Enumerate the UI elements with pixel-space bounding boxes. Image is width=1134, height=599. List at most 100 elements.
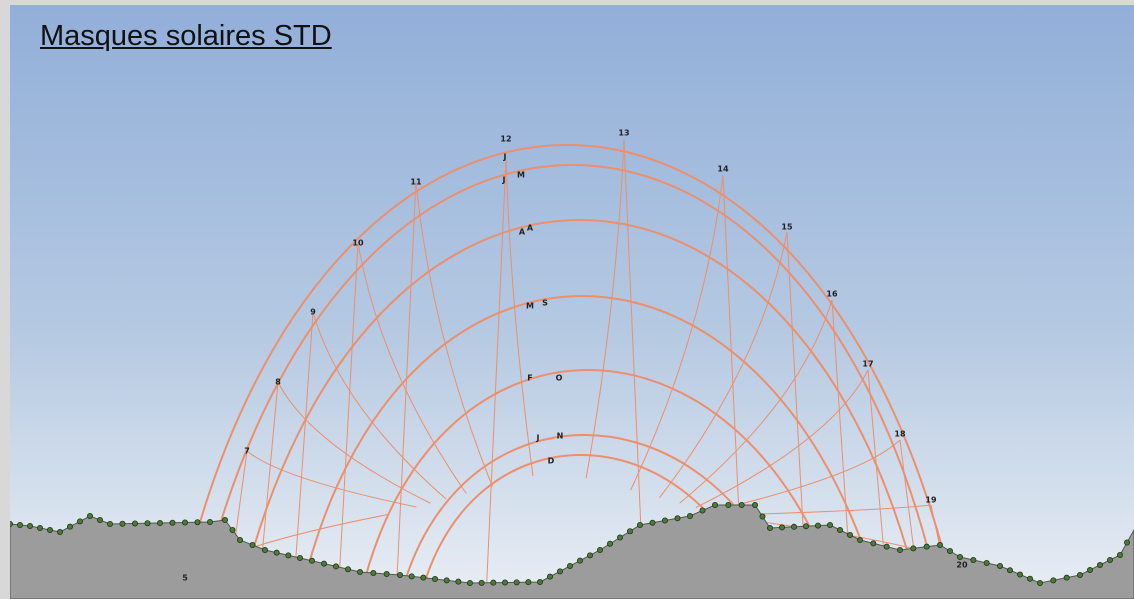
terrain-point (230, 527, 235, 532)
terrain-point (1027, 576, 1032, 581)
terrain-point (1017, 572, 1022, 577)
terrain-point (884, 544, 889, 549)
month-label: O (556, 374, 563, 383)
terrain-point (67, 524, 72, 529)
terrain-point (87, 513, 92, 518)
terrain-point (250, 542, 255, 547)
title: Masques solaires STD (40, 20, 332, 53)
terrain-point (1051, 578, 1056, 583)
terrain-point (607, 541, 612, 546)
terrain-point (286, 553, 291, 558)
terrain-point (371, 570, 376, 575)
hour-label: 20 (956, 561, 968, 570)
terrain-point (27, 523, 32, 528)
terrain-point (97, 517, 102, 522)
terrain-point (77, 519, 82, 524)
terrain-point (791, 524, 796, 529)
terrain-point (837, 527, 842, 532)
terrain-point (409, 574, 414, 579)
sun-path-diagram: 57891011121314151617181920JJMAAMSFOJND (10, 5, 1134, 599)
hour-label: 8 (275, 378, 281, 387)
terrain-point (17, 522, 22, 527)
terrain-point (847, 532, 852, 537)
sky (10, 5, 1134, 599)
month-label: S (542, 299, 548, 308)
terrain-point (587, 553, 592, 558)
hour-label: 13 (618, 129, 629, 138)
terrain-point (357, 569, 362, 574)
terrain-point (947, 548, 952, 553)
month-label: F (527, 374, 532, 383)
terrain-point (145, 521, 150, 526)
terrain-point (444, 578, 449, 583)
terrain-point (997, 563, 1002, 568)
terrain-point (297, 555, 302, 560)
terrain-point (479, 580, 484, 585)
terrain-point (237, 537, 242, 542)
terrain-point (897, 547, 902, 552)
terrain-point (567, 563, 572, 568)
terrain-point (924, 544, 929, 549)
terrain-point (345, 567, 350, 572)
terrain-point (537, 579, 542, 584)
terrain-point (779, 525, 784, 530)
terrain-point (1007, 568, 1012, 573)
month-label: M (517, 171, 525, 180)
page: 57891011121314151617181920JJMAAMSFOJND M… (0, 0, 1134, 599)
hour-label: 11 (410, 178, 422, 187)
hour-label: 17 (862, 360, 873, 369)
terrain-point (397, 572, 402, 577)
month-label: A (519, 228, 526, 237)
terrain-point (170, 520, 175, 525)
terrain-point (597, 547, 602, 552)
terrain-point (803, 524, 808, 529)
terrain-point (617, 535, 622, 540)
terrain-point (467, 580, 472, 585)
terrain-point (752, 502, 757, 507)
hour-label: 18 (894, 430, 906, 439)
terrain-point (627, 529, 632, 534)
terrain-point (827, 522, 832, 527)
terrain-point (262, 547, 267, 552)
month-label: J (503, 153, 507, 162)
terrain-point (1117, 552, 1122, 557)
terrain-point (157, 520, 162, 525)
terrain-point (384, 571, 389, 576)
terrain-point (1037, 580, 1042, 585)
hour-label: 19 (925, 496, 937, 505)
terrain-point (132, 521, 137, 526)
terrain-point (577, 558, 582, 563)
terrain-point (421, 575, 426, 580)
hour-label: 10 (352, 239, 364, 248)
terrain-point (207, 519, 212, 524)
terrain-point (47, 527, 52, 532)
terrain-point (712, 502, 717, 507)
terrain-point (274, 550, 279, 555)
hour-label: 15 (781, 223, 793, 232)
terrain-point (333, 564, 338, 569)
terrain-point (456, 579, 461, 584)
terrain-point (10, 521, 13, 526)
terrain-point (526, 580, 531, 585)
terrain-point (547, 574, 552, 579)
terrain-point (491, 580, 496, 585)
terrain-point (957, 554, 962, 559)
terrain-point (871, 541, 876, 546)
terrain-point (726, 502, 731, 507)
terrain-point (432, 576, 437, 581)
terrain-point (650, 520, 655, 525)
terrain-point (767, 525, 772, 530)
terrain-point (1064, 575, 1069, 580)
terrain-point (57, 529, 62, 534)
hour-label: 7 (244, 447, 250, 456)
terrain-point (514, 580, 519, 585)
terrain-point (182, 520, 187, 525)
hour-label: 5 (182, 574, 188, 583)
terrain-point (1124, 540, 1129, 545)
frame: 57891011121314151617181920JJMAAMSFOJND M… (0, 0, 1134, 599)
hour-label: 14 (717, 165, 729, 174)
terrain-point (675, 516, 680, 521)
terrain-point (971, 557, 976, 562)
month-label: A (527, 224, 534, 233)
terrain-point (1107, 557, 1112, 562)
